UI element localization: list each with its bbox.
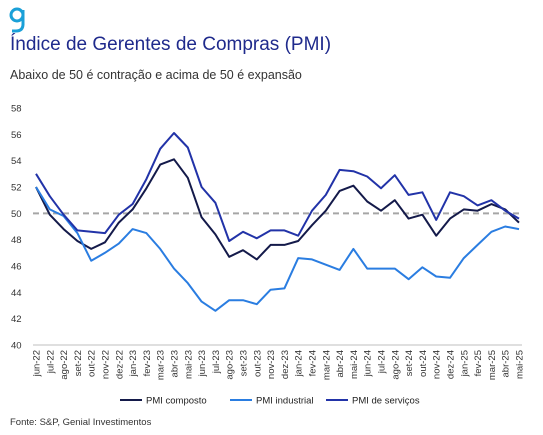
y-tick-label: 42 <box>11 314 22 325</box>
x-tick-label: set-23 <box>239 350 250 376</box>
series-layer <box>35 132 520 312</box>
x-tick-label: mai-23 <box>183 350 194 379</box>
y-tick-label: 40 <box>11 341 22 352</box>
x-tick-label: nov-24 <box>432 350 443 379</box>
x-tick-label: abr-23 <box>170 350 181 377</box>
brand-logo: g <box>9 7 25 33</box>
x-tick-label: jul-24 <box>377 350 388 374</box>
x-tick-label: mai-25 <box>515 350 526 379</box>
x-tick-label: mai-24 <box>349 350 360 379</box>
x-tick-label: mar-25 <box>487 350 498 380</box>
x-tick-label: out-23 <box>252 350 263 377</box>
x-tick-label: out-22 <box>87 350 98 377</box>
y-axis: 40 42 44 46 48 50 52 54 56 58 <box>11 104 22 352</box>
chart-title: Índice de Gerentes de Compras (PMI) <box>10 34 332 55</box>
x-tick-label: jun-22 <box>32 350 43 377</box>
x-tick-label: fev-25 <box>473 350 484 376</box>
x-tick-label: jun-24 <box>363 350 374 377</box>
series-line-pmi-composto <box>35 158 520 261</box>
y-tick-label: 44 <box>11 288 22 299</box>
x-axis: jun-22 jul-22 ago-22 set-22 out-22 nov-22 dez-… <box>32 344 526 380</box>
x-tick-label: ago-22 <box>59 350 70 380</box>
x-tick-label: mar-23 <box>156 350 167 380</box>
x-tick-label: jan-24 <box>294 350 305 377</box>
x-tick-label: ago-23 <box>225 350 236 380</box>
x-tick-label: jan-23 <box>128 350 139 377</box>
x-tick-label: nov-22 <box>101 350 112 379</box>
x-tick-label: set-22 <box>73 350 84 376</box>
y-tick-label: 46 <box>11 262 22 273</box>
series-line-pmi-de-servi-os <box>35 132 520 242</box>
y-tick-label: 50 <box>11 209 22 220</box>
x-tick-label: set-24 <box>404 350 415 376</box>
legend-label: PMI industrial <box>256 396 314 407</box>
x-tick-label: nov-23 <box>266 350 277 379</box>
x-tick-label: dez-22 <box>114 350 125 379</box>
x-tick-label: jul-23 <box>211 350 222 374</box>
source-note: Fonte: S&P, Genial Investimentos <box>10 417 152 428</box>
x-tick-label: dez-23 <box>280 350 291 379</box>
chart-subtitle: Abaixo de 50 é contração e acima de 50 é… <box>10 68 302 82</box>
y-tick-label: 48 <box>11 235 22 246</box>
x-tick-label: abr-24 <box>335 350 346 377</box>
x-tick-label: ago-24 <box>390 350 401 380</box>
x-tick-label: jul-22 <box>45 350 56 374</box>
legend: PMI composto PMI industrial PMI de serviço… <box>120 396 420 407</box>
x-tick-label: mar-24 <box>321 350 332 380</box>
y-tick-label: 52 <box>11 183 22 194</box>
x-tick-label: fev-23 <box>142 350 153 376</box>
legend-label: PMI de serviços <box>352 396 420 407</box>
legend-label: PMI composto <box>146 396 207 407</box>
x-tick-label: dez-24 <box>446 350 457 379</box>
y-tick-label: 54 <box>11 156 22 167</box>
y-tick-label: 56 <box>11 130 22 141</box>
y-tick-label: 58 <box>11 104 22 115</box>
series-line-pmi-industrial <box>35 186 520 312</box>
x-tick-label: abr-25 <box>501 350 512 377</box>
x-tick-label: jan-25 <box>459 350 470 377</box>
x-tick-label: fev-24 <box>308 350 319 376</box>
x-tick-label: jun-23 <box>197 350 208 377</box>
x-tick-label: out-24 <box>418 350 429 377</box>
